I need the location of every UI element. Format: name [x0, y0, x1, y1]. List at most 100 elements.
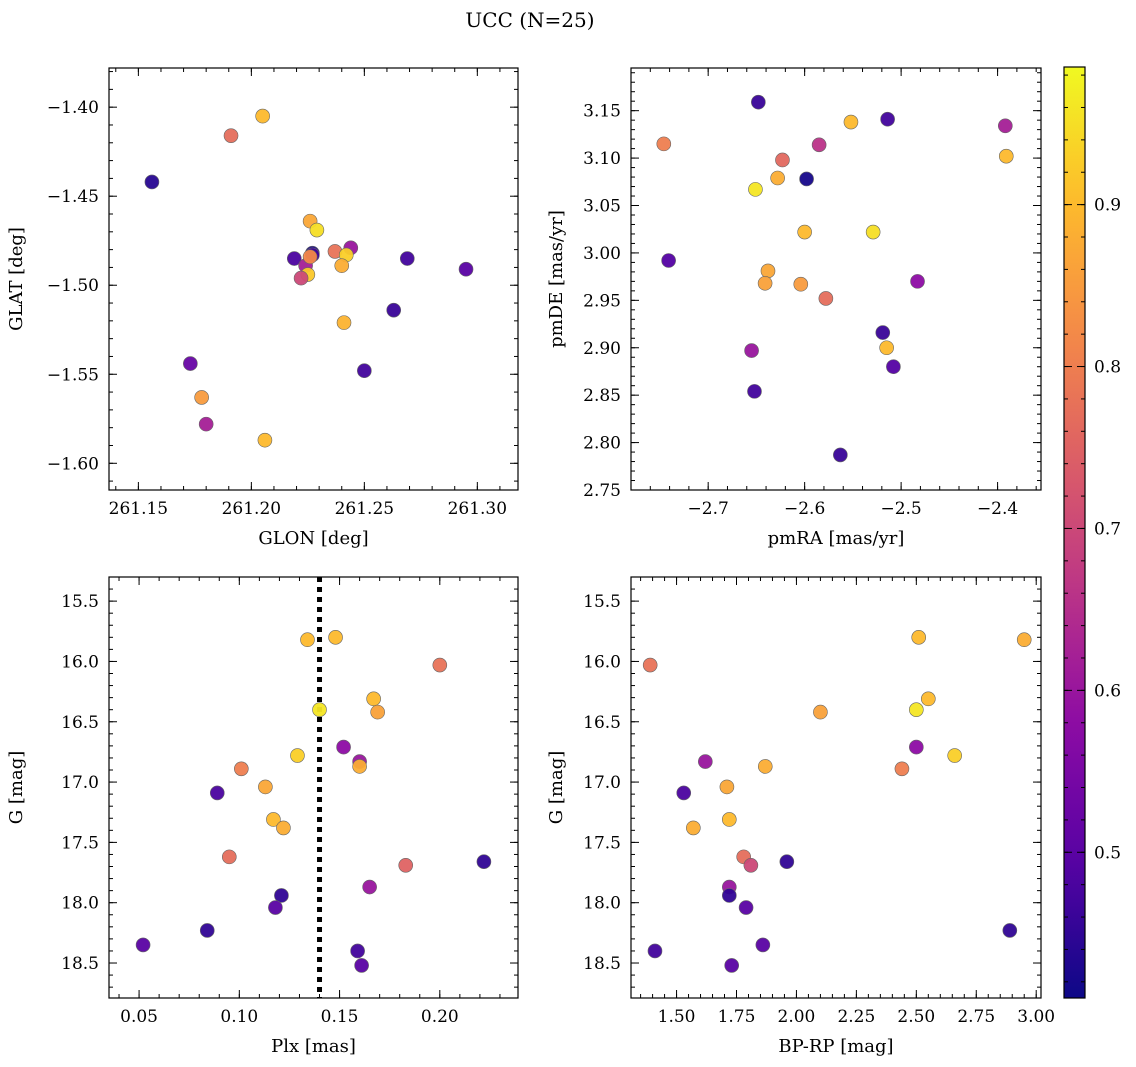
- y-tick-label: 3.05: [583, 197, 621, 217]
- scatter-point: [911, 630, 927, 645]
- x-tick-label: −2.7: [688, 499, 729, 519]
- scatter-point: [757, 759, 773, 774]
- axes-frame: [630, 67, 1042, 491]
- panel-top-right: −2.7 −2.6 −2.5 −2.4 2.75 2.80 2.85 2.90 2.95 3.00…: [546, 67, 1042, 549]
- x-axis-label: BP-RP [mag]: [778, 1036, 893, 1057]
- scatter-point: [398, 858, 414, 873]
- scatter-point: [738, 900, 754, 915]
- scatter-point: [362, 879, 377, 895]
- scatter-point: [811, 137, 827, 153]
- y-tick-label: 17.5: [61, 833, 99, 853]
- scatter-point: [760, 263, 776, 279]
- x-tick-label: 261.20: [222, 499, 281, 519]
- scatter-point: [813, 704, 828, 720]
- x-tick-label: 0.15: [321, 1007, 359, 1027]
- scatter-point: [1002, 923, 1018, 938]
- x-axis-label: pmRA [mas/yr]: [768, 528, 905, 549]
- scatter-point: [183, 356, 198, 371]
- scatter-point: [255, 108, 270, 124]
- scatter-point: [722, 888, 737, 903]
- scatter-point: [793, 276, 809, 292]
- scatter-point: [476, 854, 492, 869]
- x-tick-label: 2.25: [837, 1007, 875, 1027]
- scatter-point: [350, 943, 365, 959]
- x-axis-label: GLON [deg]: [258, 528, 368, 549]
- x-axis-label: Plx [mas]: [271, 1036, 356, 1057]
- scatter-point: [357, 363, 372, 379]
- scatter-point: [286, 251, 302, 266]
- scatter-point: [642, 657, 658, 673]
- y-tick-label: 16.5: [61, 713, 99, 733]
- colorbar-tick-label: 0.5: [1094, 843, 1121, 863]
- scatter-point: [223, 128, 239, 143]
- scatter-point: [268, 900, 283, 915]
- y-tick-label: −1.50: [47, 276, 99, 296]
- panel-top-left: 261.15 261.20 261.25 261.30 −1.40 −1.45 −1.50 −…: [6, 67, 519, 549]
- y-tick-label: −1.40: [47, 98, 99, 118]
- y-tick-label: 2.80: [583, 434, 621, 454]
- y-tick-label: −1.60: [47, 454, 99, 474]
- y-tick-label: 16.0: [61, 652, 99, 672]
- scatter-point: [293, 270, 309, 286]
- y-tick-label: 16.0: [583, 652, 621, 672]
- y-axis-label: GLAT [deg]: [6, 227, 27, 331]
- y-tick-label: 17.0: [583, 773, 621, 793]
- scatter-point: [274, 888, 289, 903]
- scatter-point: [843, 114, 859, 130]
- scatter-point: [755, 937, 771, 953]
- scatter-point: [698, 754, 713, 769]
- panel-bottom-right: 1.50 1.75 2.00 2.25 2.50 2.75 3.00 15.5 16.0 16.5…: [546, 576, 1055, 1057]
- colorbar-tick-label: 0.8: [1094, 358, 1121, 378]
- scatter-point: [661, 253, 676, 268]
- scatter-point: [779, 854, 795, 869]
- scatter-point: [336, 315, 352, 330]
- scatter-point: [300, 632, 315, 648]
- scatter-point: [865, 224, 881, 240]
- scatter-point: [194, 390, 209, 405]
- scatter-point: [309, 222, 325, 238]
- scatter-point: [676, 785, 692, 801]
- scatter-point: [276, 820, 291, 836]
- scatter-points: [144, 108, 474, 448]
- scatter-point: [386, 302, 402, 318]
- x-tick-label: 1.75: [718, 1007, 756, 1027]
- scatter-point: [458, 261, 474, 277]
- y-tick-label: 18.5: [583, 954, 621, 974]
- scatter-point: [399, 251, 415, 266]
- scatter-point: [328, 630, 343, 645]
- scatter-point: [352, 759, 367, 774]
- y-tick-label: 18.0: [61, 894, 99, 914]
- scatter-point: [894, 761, 910, 777]
- y-axis-label: pmDE [mas/yr]: [546, 210, 567, 348]
- x-tick-label: 261.15: [109, 499, 168, 519]
- y-tick-label: 3.10: [583, 149, 621, 169]
- scatter-point: [686, 820, 701, 836]
- scatter-point: [312, 702, 327, 717]
- scatter-point: [354, 958, 369, 973]
- scatter-point: [747, 384, 762, 399]
- scatter-point: [770, 170, 785, 186]
- axes-frame: [108, 67, 519, 491]
- axes-frame: [108, 576, 519, 999]
- scatter-point: [818, 291, 834, 306]
- scatter-point: [744, 343, 759, 358]
- colorbar-tick-label: 0.7: [1094, 519, 1121, 539]
- scatter-point: [209, 785, 225, 801]
- x-tick-label: 2.75: [957, 1007, 995, 1027]
- y-tick-label: 15.5: [583, 592, 621, 612]
- scatter-point: [370, 704, 385, 720]
- x-tick-label: 0.20: [421, 1007, 459, 1027]
- scatter-point: [656, 136, 672, 152]
- scatter-point: [1016, 632, 1032, 648]
- scatter-point: [775, 152, 790, 168]
- scatter-point: [909, 702, 924, 717]
- scatter-point: [751, 94, 766, 110]
- scatter-point: [910, 274, 925, 289]
- y-tick-label: 18.0: [583, 894, 621, 914]
- x-tick-label: −2.4: [977, 499, 1018, 519]
- x-tick-label: −2.5: [880, 499, 921, 519]
- scatter-point: [719, 779, 735, 795]
- colorbar-tick-label: 0.6: [1094, 681, 1121, 701]
- scatter-point: [198, 416, 214, 432]
